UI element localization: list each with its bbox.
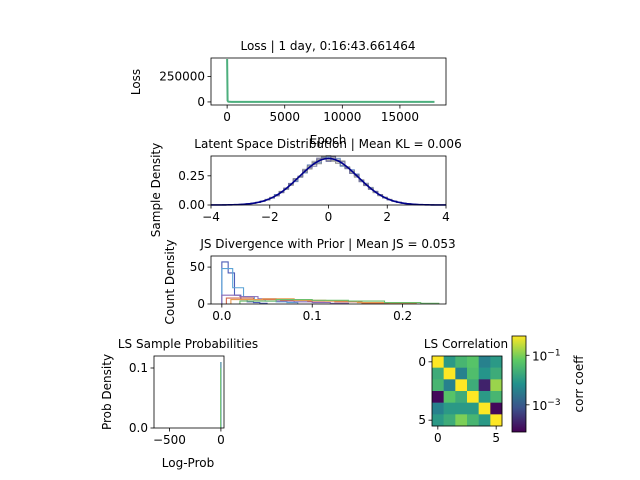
colorbar-tick-label: 10−3 bbox=[532, 398, 561, 413]
js-ytick-label: 50 bbox=[190, 260, 205, 274]
corr-cell bbox=[478, 356, 491, 368]
latent-title: Latent Space Distribution | Mean KL = 0.… bbox=[194, 137, 461, 151]
loss-panel: Loss | 1 day, 0:16:43.661464 0 5000 10000 1… bbox=[129, 39, 447, 147]
latent-ylabel: Sample Density bbox=[149, 143, 163, 237]
probs-panel: LS Sample Probabilities −500 0 0.0 0.1 Prob… bbox=[100, 337, 258, 470]
js-xtick-label: 0.0 bbox=[212, 309, 231, 323]
probs-xtick-label: 0 bbox=[217, 433, 225, 447]
corr-cell bbox=[490, 391, 503, 403]
probs-axes-frame bbox=[153, 355, 225, 429]
corr-cell bbox=[490, 402, 503, 415]
latent-xtick-label: 2 bbox=[383, 210, 391, 224]
corr-cell bbox=[455, 356, 468, 368]
latent-panel: Latent Space Distribution | Mean KL = 0.… bbox=[149, 137, 462, 237]
corr-cell bbox=[443, 356, 456, 368]
latent-xtick-label: 4 bbox=[442, 210, 450, 224]
latent-ytick-label: 0.25 bbox=[178, 169, 205, 183]
corr-ytick-label: 5 bbox=[418, 413, 426, 427]
corr-cell bbox=[443, 414, 456, 427]
corr-cell bbox=[455, 414, 468, 427]
corr-xtick-label: 5 bbox=[492, 431, 500, 445]
latent-ytick-label: 0.00 bbox=[178, 198, 205, 212]
probs-xlabel: Log-Prob bbox=[162, 456, 214, 470]
corr-cell bbox=[455, 402, 468, 415]
corr-cell bbox=[478, 379, 491, 392]
js-xtick-label: 0.2 bbox=[393, 309, 412, 323]
js-ylabel: Count Density bbox=[163, 239, 177, 324]
corr-cell bbox=[432, 414, 444, 427]
js-panel: JS Divergence with Prior | Mean JS = 0.0… bbox=[163, 237, 456, 325]
js-ytick-label: 0 bbox=[197, 297, 205, 311]
js-xtick-label: 0.1 bbox=[303, 309, 322, 323]
corr-cell bbox=[467, 391, 479, 403]
corr-cell bbox=[478, 414, 491, 427]
loss-xtick-label: 15000 bbox=[381, 110, 419, 124]
corr-cell bbox=[490, 356, 503, 368]
loss-xtick-label: 0 bbox=[223, 110, 231, 124]
corr-cell bbox=[478, 367, 491, 380]
corr-cell bbox=[490, 414, 503, 427]
corr-cell bbox=[467, 402, 479, 415]
corr-cell bbox=[443, 367, 456, 380]
js-title: JS Divergence with Prior | Mean JS = 0.0… bbox=[199, 237, 455, 251]
loss-ytick-label: 0 bbox=[197, 95, 205, 109]
corr-cell bbox=[443, 391, 456, 403]
loss-ylabel: Loss bbox=[129, 69, 143, 95]
js-histogram bbox=[239, 299, 440, 304]
probs-ytick-label: 0.1 bbox=[129, 361, 148, 375]
js-axes-frame bbox=[210, 255, 447, 305]
loss-title: Loss | 1 day, 0:16:43.661464 bbox=[240, 39, 415, 53]
corr-cell bbox=[467, 367, 479, 380]
corr-cell bbox=[432, 402, 444, 415]
corr-cell bbox=[443, 379, 456, 392]
corr-colorbar bbox=[511, 335, 527, 433]
corr-xtick-label: 0 bbox=[434, 431, 442, 445]
corr-cell bbox=[467, 379, 479, 392]
corr-cell bbox=[432, 391, 444, 403]
corr-cell bbox=[432, 379, 444, 392]
latent-prior-curve bbox=[211, 157, 446, 206]
probs-title: LS Sample Probabilities bbox=[118, 337, 258, 351]
corr-title: LS Correlation bbox=[424, 337, 508, 351]
probs-ylabel: Prob Density bbox=[100, 354, 114, 430]
corr-ytick-label: 0 bbox=[418, 355, 426, 369]
latent-xtick-label: −4 bbox=[202, 210, 220, 224]
probs-ytick-label: 0.0 bbox=[129, 421, 148, 435]
corr-cell bbox=[455, 367, 468, 380]
corr-cell bbox=[490, 367, 503, 380]
corr-cell bbox=[478, 402, 491, 415]
corr-panel: LS Correlation 0 505 10−110−3 corr coeff bbox=[418, 335, 586, 445]
corr-cell bbox=[455, 379, 468, 392]
corr-cell bbox=[467, 414, 479, 427]
corr-cell bbox=[455, 391, 468, 403]
corr-cell bbox=[490, 379, 503, 392]
loss-axes-frame bbox=[210, 57, 447, 106]
corr-cell bbox=[467, 356, 479, 368]
loss-xtick-label: 5000 bbox=[269, 110, 300, 124]
latent-xtick-label: −2 bbox=[261, 210, 279, 224]
corr-cell bbox=[432, 356, 444, 368]
corr-cell bbox=[443, 402, 456, 415]
loss-xlabel: Epoch bbox=[310, 133, 347, 147]
probs-xtick-label: −500 bbox=[153, 433, 186, 447]
loss-series-line bbox=[226, 59, 435, 103]
colorbar-tick-label: 10−1 bbox=[532, 348, 561, 363]
latent-axes-frame bbox=[210, 155, 447, 206]
corr-colorbar-label: corr coeff bbox=[572, 355, 586, 413]
js-histogram bbox=[221, 294, 349, 304]
loss-ytick-label: 250000 bbox=[159, 69, 205, 83]
corr-axes-frame bbox=[431, 355, 503, 427]
latent-xtick-label: 0 bbox=[325, 210, 333, 224]
loss-xtick-label: 10000 bbox=[323, 110, 361, 124]
corr-cell bbox=[432, 367, 444, 380]
corr-cell bbox=[478, 391, 491, 403]
